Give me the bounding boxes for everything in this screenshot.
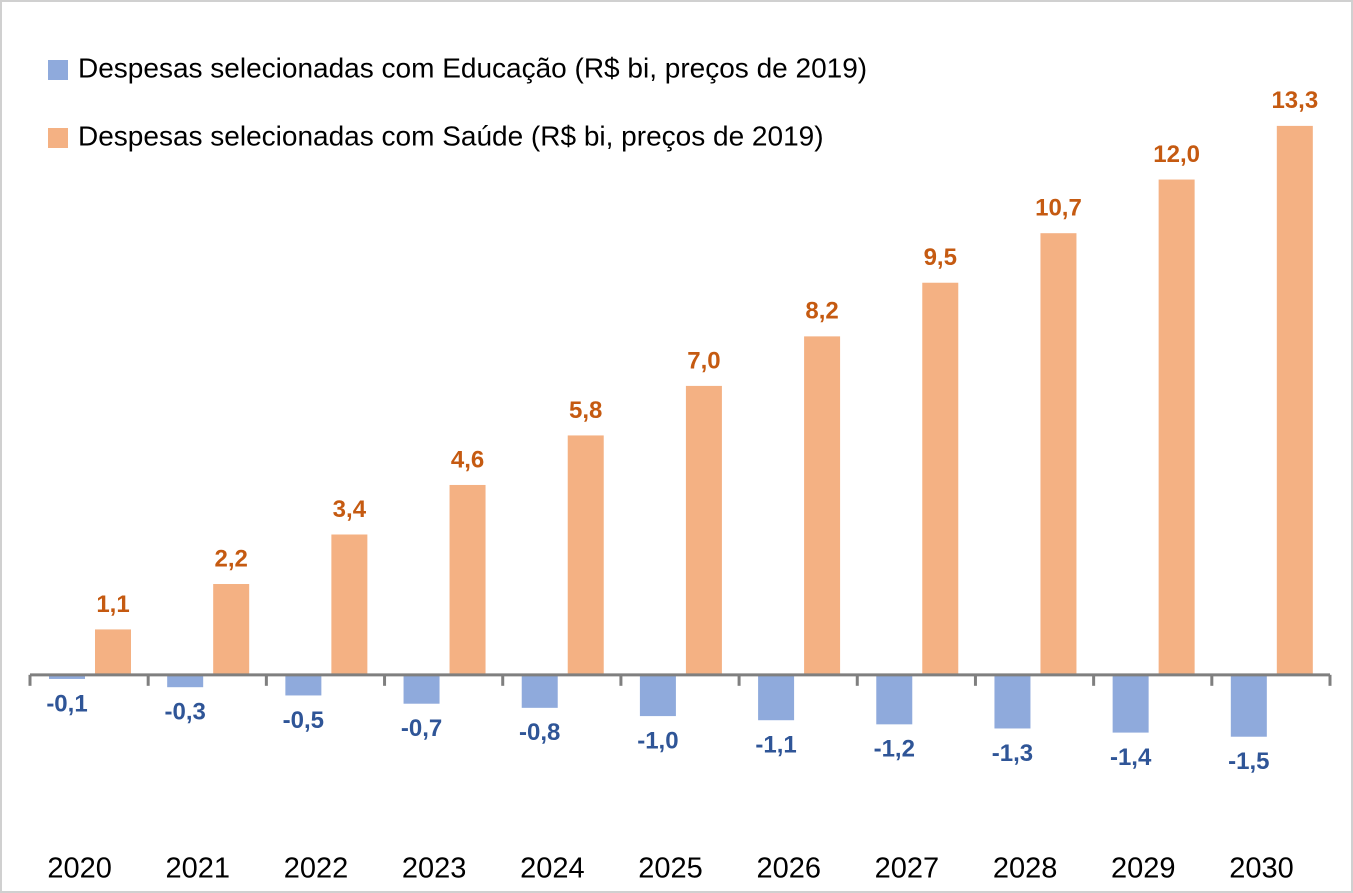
bar (804, 336, 841, 675)
bar (567, 435, 604, 675)
bar (685, 385, 722, 675)
data-label: -0,5 (283, 707, 324, 734)
data-label: 2,2 (214, 545, 247, 572)
x-tick-label: 2028 (993, 853, 1058, 885)
bar (876, 674, 913, 725)
bar (167, 674, 204, 688)
data-label: 4,6 (451, 446, 484, 473)
x-tick-label: 2024 (520, 853, 585, 885)
bar (1112, 674, 1149, 733)
bar (922, 282, 959, 675)
data-label: -1,0 (637, 727, 678, 754)
data-label: 7,0 (687, 347, 720, 374)
bar (758, 674, 795, 721)
x-tick-label: 2021 (166, 853, 231, 885)
data-label: -1,5 (1228, 748, 1269, 775)
data-label: 5,8 (569, 397, 602, 424)
x-tick-label: 2027 (875, 853, 940, 885)
data-label: 9,5 (924, 244, 957, 271)
data-label: 10,7 (1035, 195, 1082, 222)
data-label: 12,0 (1153, 141, 1200, 168)
bar (213, 584, 250, 675)
data-label: 3,4 (333, 496, 367, 523)
bar (449, 484, 486, 675)
bar (285, 674, 322, 696)
data-label: -0,7 (401, 715, 442, 742)
bar (1040, 233, 1077, 675)
legend-label: Despesas selecionadas com Educação (R$ b… (78, 52, 867, 83)
bar (95, 629, 131, 675)
bar (1158, 179, 1195, 675)
x-tick-label: 2026 (756, 853, 821, 885)
data-label: -1,2 (874, 736, 915, 763)
x-tick-label: 2023 (402, 853, 467, 885)
data-label: -1,1 (755, 732, 796, 759)
bar (331, 534, 368, 675)
data-label: -1,3 (992, 740, 1033, 767)
bar (1230, 674, 1267, 737)
x-tick-label: 2029 (1111, 853, 1176, 885)
x-tick-label: 2030 (1229, 853, 1294, 885)
bar (521, 674, 558, 708)
x-tick-label: 2022 (284, 853, 349, 885)
x-tick-label: 2020 (47, 853, 112, 885)
data-label: -0,8 (519, 719, 560, 746)
legend-swatch (48, 128, 68, 148)
data-label: 13,3 (1271, 87, 1318, 114)
bar (1276, 125, 1313, 675)
legend-swatch (48, 60, 68, 80)
legend-label: Despesas selecionadas com Saúde (R$ bi, … (78, 120, 824, 151)
data-label: -0,1 (46, 690, 87, 717)
data-label: 8,2 (805, 298, 838, 325)
bar (994, 674, 1031, 729)
data-label: -0,3 (165, 699, 206, 726)
bar (403, 674, 440, 704)
data-label: 1,1 (96, 591, 129, 618)
x-tick-label: 2025 (638, 853, 703, 885)
bar (49, 674, 85, 679)
bar (639, 674, 676, 717)
data-label: -1,4 (1110, 744, 1152, 771)
